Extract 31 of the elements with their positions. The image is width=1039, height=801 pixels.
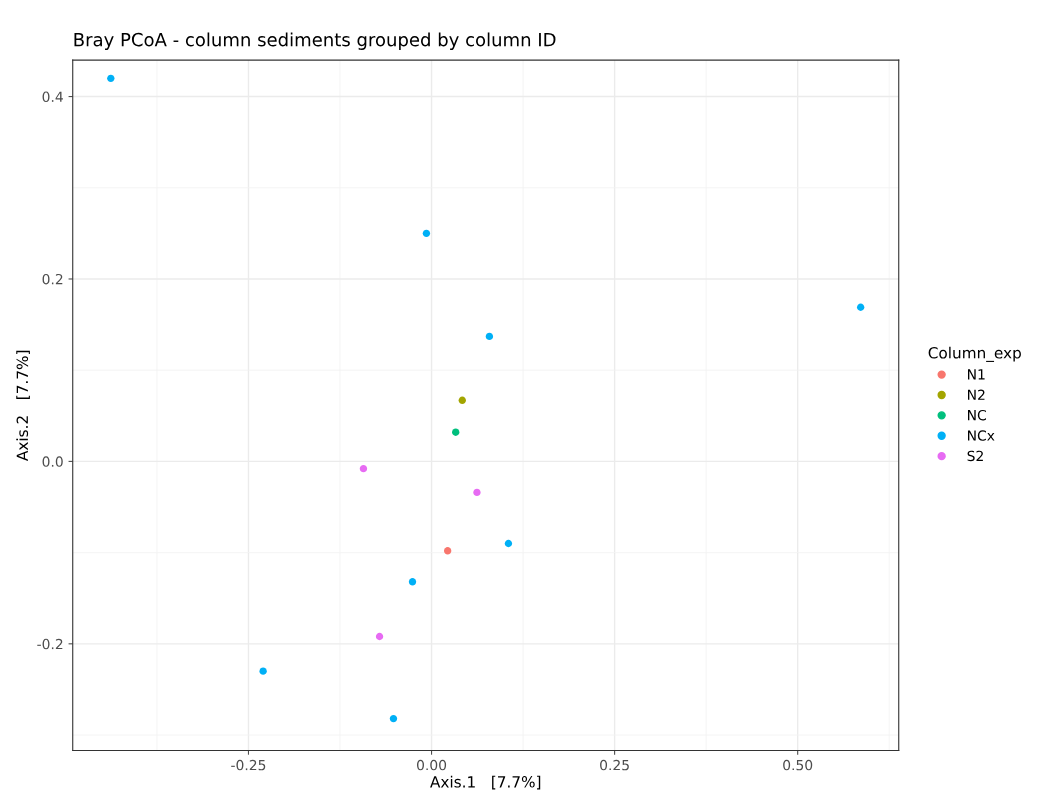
point: [452, 428, 460, 436]
legend-label: S2: [967, 450, 983, 462]
point: [504, 539, 513, 548]
y-axis-title: Axis.2 [7.7%]: [16, 350, 30, 461]
x-tick-label: 0.50: [783, 759, 813, 771]
point: [443, 547, 452, 555]
y-tick-label: 0.0: [42, 456, 63, 467]
y-tick-label: -0.2: [37, 638, 63, 650]
legend-label: NC: [968, 409, 986, 421]
legend-title: Column_exp: [928, 346, 1021, 362]
y-tick-label: 0.4: [42, 91, 63, 103]
point: [856, 303, 865, 311]
point: [375, 632, 384, 641]
point: [389, 714, 398, 723]
legend-label: N2: [968, 389, 985, 400]
point: [107, 74, 115, 82]
x-axis-title: Axis.1 [7.7%]: [430, 775, 541, 790]
point: [259, 667, 267, 675]
x-tick-label: 0.00: [417, 759, 447, 771]
y-tick-label: 0.2: [42, 273, 63, 285]
point: [473, 488, 481, 497]
point: [458, 396, 466, 404]
legend-label: N1: [968, 369, 985, 380]
x-tick-label: 0.25: [600, 759, 629, 771]
legend-label: NCx: [968, 430, 995, 441]
point: [422, 229, 431, 238]
point: [359, 465, 368, 473]
point: [485, 332, 494, 341]
point: [408, 578, 417, 586]
x-tick-label: -0.25: [231, 759, 266, 771]
chart-title: Bray PCoA - column sediments grouped by column ID: [74, 32, 556, 50]
